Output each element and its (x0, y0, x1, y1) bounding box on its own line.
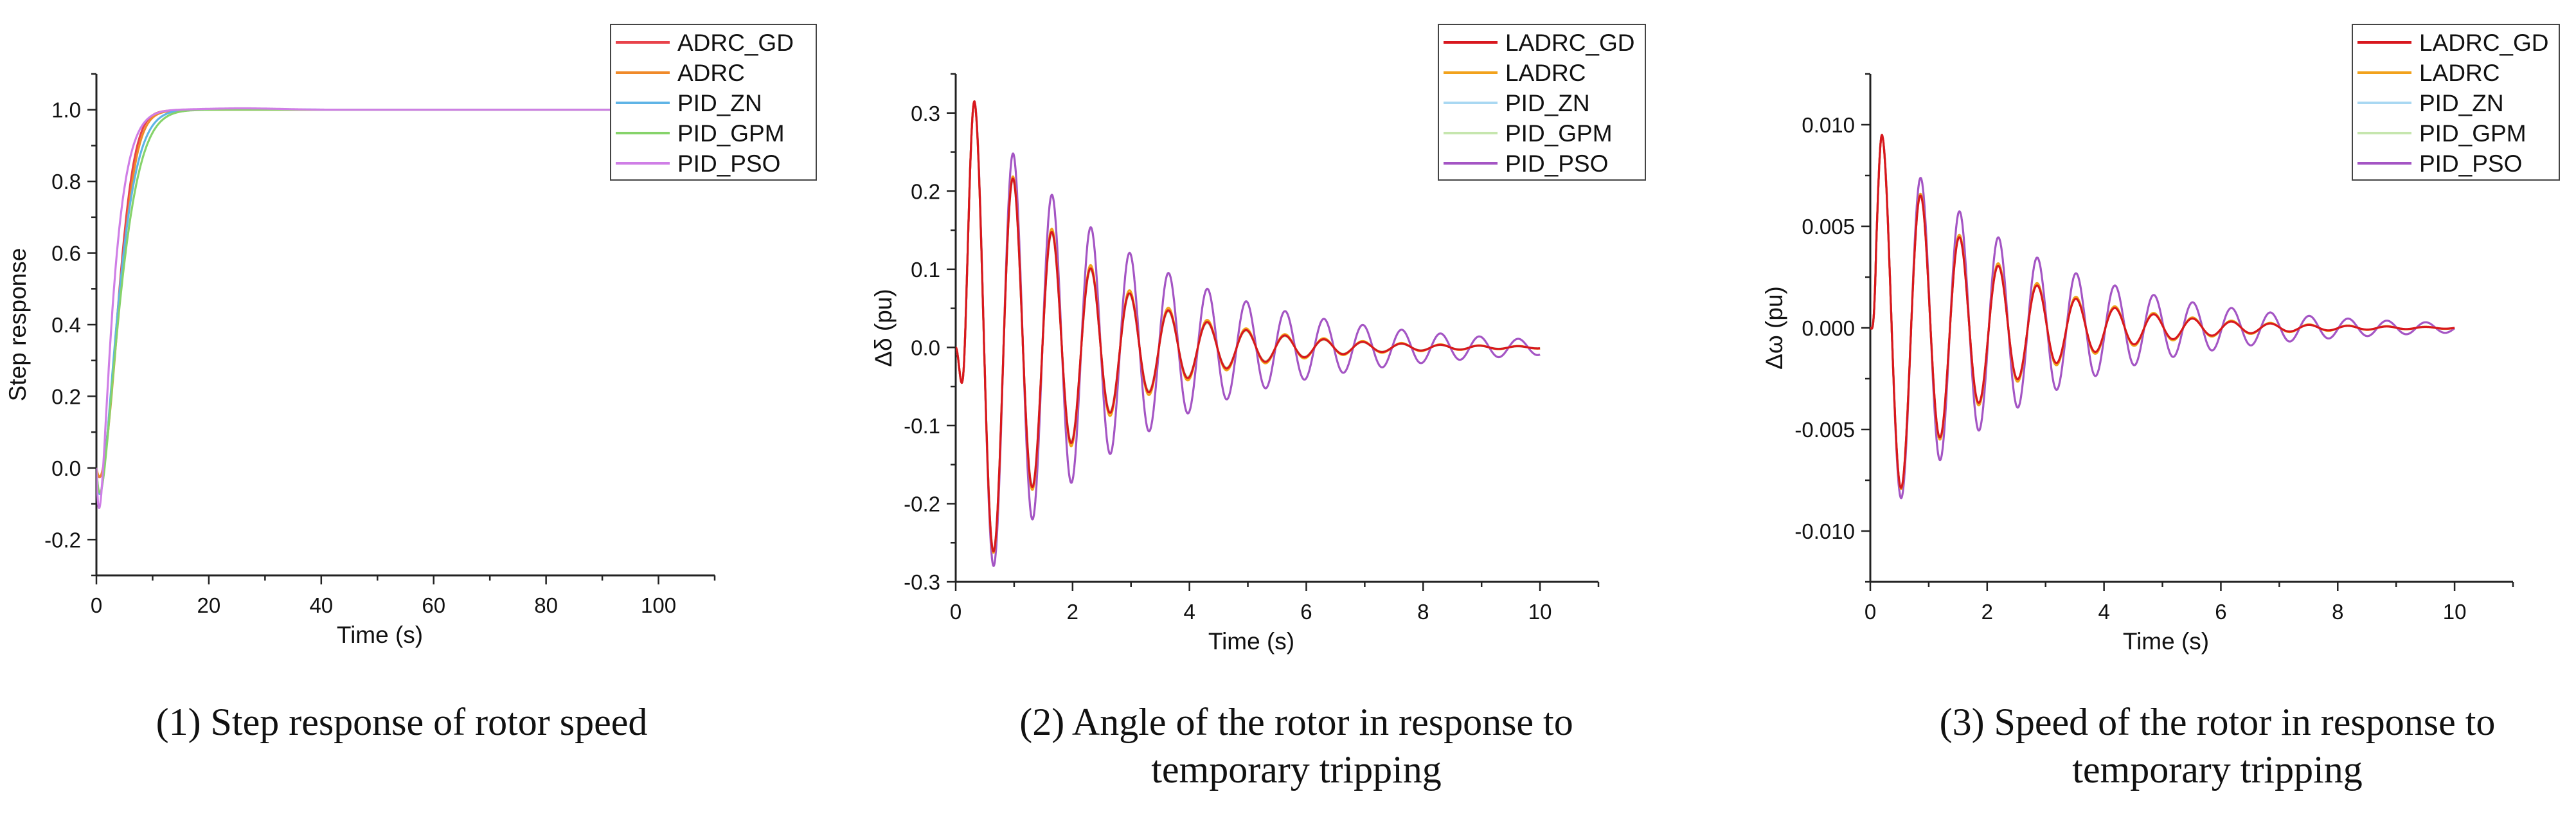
chart-1: 0 20 40 60 80 100 -0.2 0.0 0.2 0.4 0.6 0.8 1.0 Time (… (4, 24, 817, 743)
y-tick-label: -0.2 (904, 492, 940, 516)
legend-label-pid-gpm: PID_GPM (1505, 120, 1613, 147)
y-tick-label: 0.0 (51, 456, 81, 480)
y-tick-label: -0.2 (44, 528, 81, 552)
chart-2: 0 2 4 6 8 10 -0.3 -0.2 -0.1 0.0 0.1 0.2 0.3 Time (s) Δ… (870, 24, 1646, 791)
y-tick-label: 0.3 (911, 102, 940, 125)
x-axis-label: Time (s) (2123, 628, 2209, 654)
series-line-pid-pso (1870, 134, 2456, 500)
caption-2-line-2: temporary tripping (1151, 748, 1442, 791)
x-tick-label: 6 (2215, 600, 2226, 624)
legend-label-ladrc: LADRC (2419, 60, 2500, 86)
x-tick-label: 100 (641, 593, 676, 617)
x-tick-label: 80 (534, 593, 558, 617)
y-tick-label: 0.000 (1802, 316, 1855, 340)
series-line-pid-gpm (1870, 134, 2456, 491)
legend-label-pid-pso: PID_PSO (677, 150, 780, 177)
series-line-ladrc-gd (956, 100, 1541, 553)
legend: ADRC_GD ADRC PID_ZN PID_GPM PID_PSO (610, 24, 817, 181)
x-axis-label: Time (s) (1208, 628, 1294, 654)
caption-1-line-1: (1) Step response of rotor speed (156, 701, 648, 743)
legend-label-pid-pso: PID_PSO (2419, 150, 2522, 177)
legend-label-ladrc: LADRC (1505, 60, 1586, 86)
x-tick-label: 8 (1417, 600, 1429, 624)
legend-label-ladrc-gd: LADRC_GD (2419, 30, 2549, 56)
legend-label-adrc: ADRC (677, 60, 745, 86)
legend: LADRC_GD LADRC PID_ZN PID_GPM PID_PSO (1438, 24, 1646, 181)
legend-label-pid-zn: PID_ZN (1505, 90, 1590, 116)
series-group (956, 100, 1541, 567)
y-tick-label: 0.8 (51, 170, 81, 194)
legend-label-pid-gpm: PID_GPM (2419, 120, 2527, 147)
y-axis-label: Δω (pu) (1761, 286, 1787, 370)
y-tick-label: 1.0 (51, 98, 81, 122)
series-line-ladrc (1870, 134, 2456, 491)
series-group (1870, 134, 2456, 500)
legend-label-pid-zn: PID_ZN (677, 90, 762, 116)
x-tick-label: 10 (1528, 600, 1552, 624)
y-axis-label: Δδ (pu) (870, 289, 897, 366)
x-tick-label: 4 (1183, 600, 1195, 624)
y-tick-label: 0.0 (911, 336, 940, 359)
series-line-ladrc-gd (1870, 134, 2456, 489)
legend-label-pid-gpm: PID_GPM (677, 120, 785, 147)
legend-label-adrc-gd: ADRC_GD (677, 30, 794, 56)
series-line-pid-zn (1870, 134, 2456, 491)
x-tick-label: 6 (1300, 600, 1312, 624)
y-tick-label: 0.6 (51, 242, 81, 266)
caption-3-line-1: (3) Speed of the rotor in response to (1940, 701, 2496, 743)
x-tick-label: 0 (1865, 600, 1876, 624)
x-tick-label: 0 (91, 593, 102, 617)
y-tick-label: 0.2 (51, 384, 81, 408)
y-tick-label: 0.4 (51, 313, 81, 337)
x-axis-label: Time (s) (337, 622, 423, 648)
y-tick-label: 0.010 (1802, 113, 1855, 137)
series-line-pid-pso (956, 100, 1541, 567)
x-tick-label: 2 (1067, 600, 1078, 624)
y-tick-label: 0.2 (911, 179, 940, 203)
legend-label-ladrc-gd: LADRC_GD (1505, 30, 1635, 56)
caption-3-line-2: temporary tripping (2072, 748, 2363, 791)
y-tick-label: 0.005 (1802, 215, 1855, 239)
y-tick-label: 0.1 (911, 258, 940, 282)
x-tick-label: 0 (950, 600, 962, 624)
legend-label-pid-zn: PID_ZN (2419, 90, 2504, 116)
y-tick-label: -0.1 (904, 414, 940, 438)
y-axis-label: Step response (4, 248, 31, 402)
y-tick-label: -0.005 (1794, 418, 1855, 442)
x-tick-label: 60 (422, 593, 445, 617)
caption-2-line-1: (2) Angle of the rotor in response to (1019, 701, 1573, 743)
y-tick-label: -0.3 (904, 570, 940, 594)
legend: LADRC_GD LADRC PID_ZN PID_GPM PID_PSO (2352, 24, 2560, 181)
x-tick-label: 2 (1981, 600, 1993, 624)
x-tick-label: 20 (197, 593, 221, 617)
chart-3: 0 2 4 6 8 10 -0.010 -0.005 0.000 0.005 0.010 Time (… (1761, 24, 2560, 791)
x-tick-label: 40 (309, 593, 333, 617)
y-tick-label: -0.010 (1794, 519, 1855, 543)
x-tick-label: 10 (2443, 600, 2467, 624)
x-tick-label: 4 (2098, 600, 2109, 624)
x-tick-label: 8 (2332, 600, 2343, 624)
legend-label-pid-pso: PID_PSO (1505, 150, 1608, 177)
